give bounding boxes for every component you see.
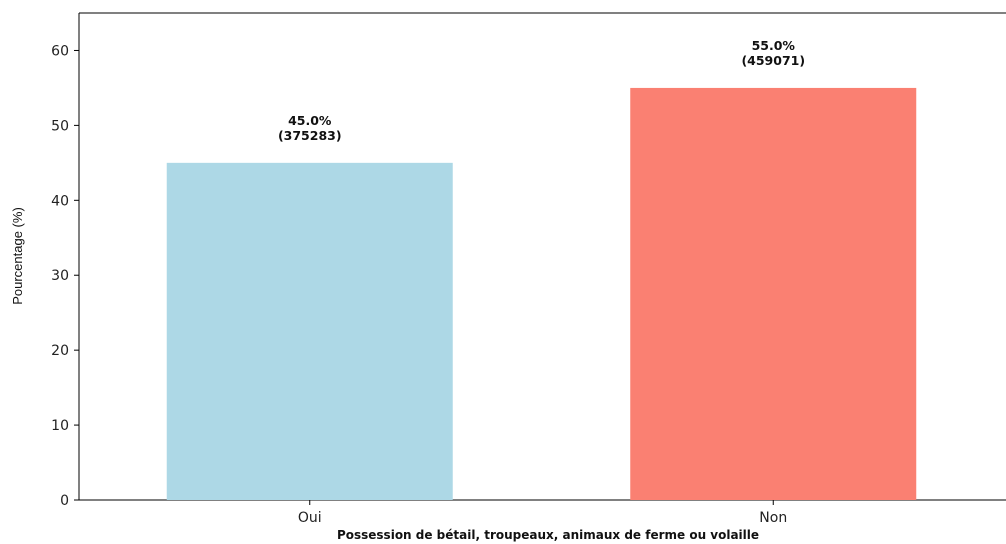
y-tick-label: 20	[51, 343, 69, 359]
x-ticks: Oui Non	[298, 500, 787, 526]
y-ticks: 0 10 20 30 40 50 60	[51, 43, 79, 509]
x-tick-label: Non	[759, 510, 787, 526]
data-label-percent: 45.0%	[288, 113, 332, 128]
data-label-percent: 55.0%	[752, 38, 796, 53]
y-tick-label: 10	[51, 418, 69, 434]
x-tick-label: Oui	[298, 510, 322, 526]
plot-area: 0 10 20 30 40 50 60 Oui Non 45.0%(375283) 55.0%(…	[51, 12, 1006, 526]
bar-oui	[166, 162, 453, 500]
y-tick-label: 40	[51, 193, 69, 209]
bars	[166, 87, 917, 500]
data-labels: 45.0%(375283) 55.0%(459071)	[278, 38, 805, 143]
y-tick-label: 60	[51, 43, 69, 59]
y-tick-label: 30	[51, 268, 69, 284]
y-tick-label: 50	[51, 118, 69, 134]
y-tick-label: 0	[60, 493, 69, 509]
x-axis-label: Possession de bétail, troupeaux, animaux…	[337, 528, 759, 542]
data-label-count: (459071)	[741, 53, 805, 68]
y-axis-label: Pourcentage (%)	[10, 207, 25, 305]
bar-non	[630, 87, 917, 500]
data-label-count: (375283)	[278, 128, 342, 143]
